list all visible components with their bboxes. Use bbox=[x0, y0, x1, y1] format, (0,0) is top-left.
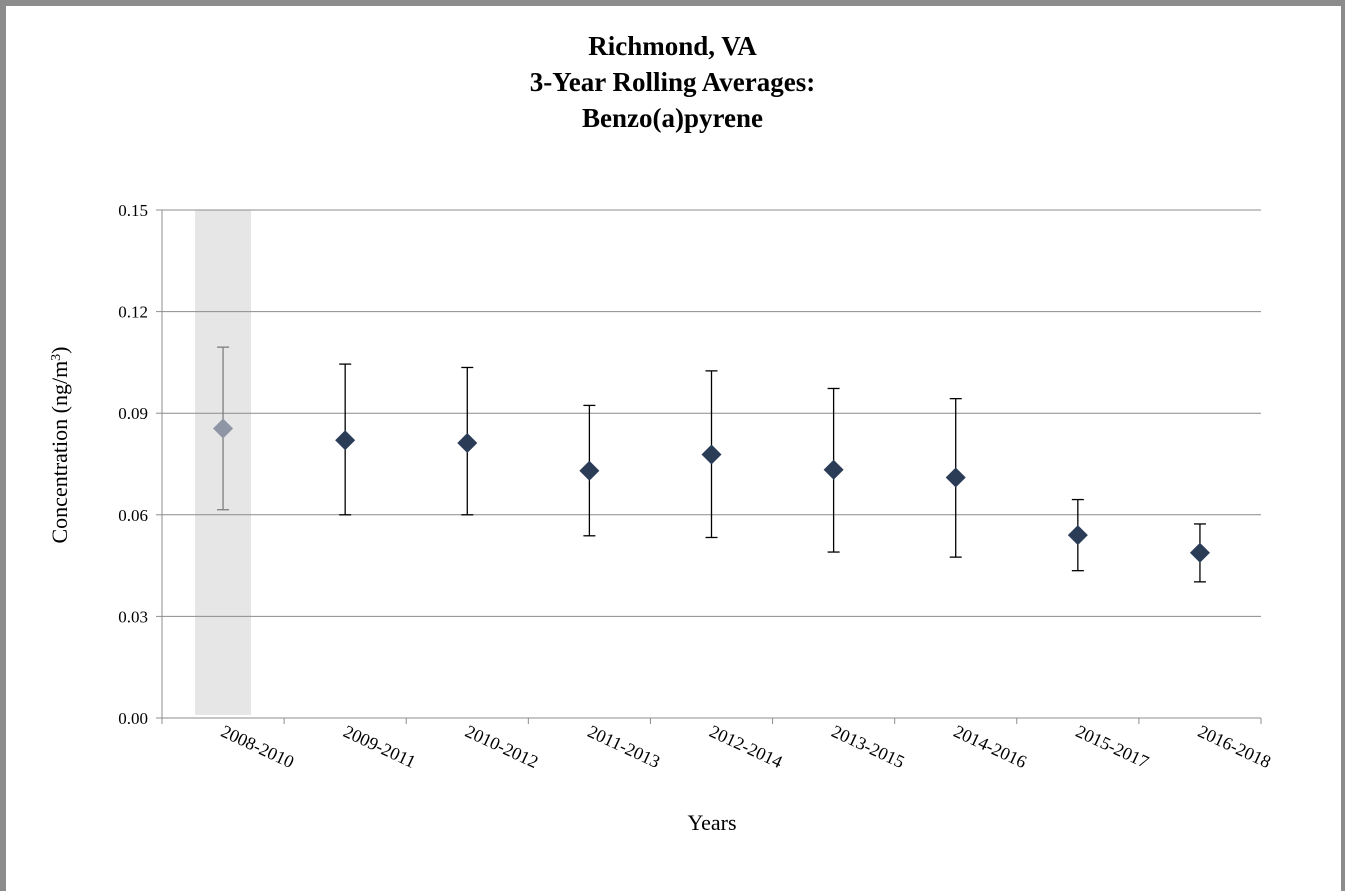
y-axis-title-sup: 3 bbox=[49, 354, 64, 361]
y-tick-label: 0.06 bbox=[118, 506, 148, 525]
x-tick-label: 2015-2017 bbox=[1073, 721, 1152, 772]
chart-title-line-1: Richmond, VA bbox=[588, 31, 757, 61]
y-tick-label: 0.12 bbox=[118, 303, 148, 322]
y-tick-label: 0.03 bbox=[118, 607, 148, 626]
y-tick-label: 0.09 bbox=[118, 404, 148, 423]
data-point-marker bbox=[1189, 542, 1210, 563]
x-tick-label: 2011-2013 bbox=[585, 721, 664, 772]
chart-title-line-3: Benzo(a)pyrene bbox=[582, 103, 763, 133]
data-point-marker bbox=[1067, 525, 1088, 546]
y-axis-title: Concentration (ng/m3) bbox=[47, 346, 72, 543]
data-point-marker bbox=[701, 444, 722, 465]
y-axis-title-main: Concentration (ng/m bbox=[47, 361, 72, 544]
x-tick-label: 2013-2015 bbox=[829, 721, 908, 772]
x-axis-title: Years bbox=[687, 810, 736, 835]
chart-title-line-2: 3-Year Rolling Averages: bbox=[529, 67, 816, 97]
data-point-marker bbox=[213, 418, 234, 439]
data-point-marker bbox=[945, 467, 966, 488]
chart-title: Richmond, VA 3-Year Rolling Averages: Be… bbox=[0, 28, 1345, 136]
x-tick-label: 2010-2012 bbox=[462, 721, 541, 772]
x-tick-label: 2014-2016 bbox=[951, 721, 1030, 772]
y-tick-label: 0.15 bbox=[118, 201, 148, 220]
data-point-marker bbox=[457, 433, 478, 454]
x-tick-label: 2008-2010 bbox=[218, 721, 297, 772]
x-tick-label: 2012-2014 bbox=[706, 721, 785, 772]
y-axis-title-end: ) bbox=[47, 346, 72, 353]
data-point-marker bbox=[579, 460, 600, 481]
y-tick-label: 0.00 bbox=[118, 709, 148, 728]
data-point-marker bbox=[823, 459, 844, 480]
x-tick-label: 2009-2011 bbox=[340, 721, 419, 772]
x-tick-label: 2016-2018 bbox=[1195, 721, 1274, 772]
data-point-marker bbox=[335, 430, 356, 451]
